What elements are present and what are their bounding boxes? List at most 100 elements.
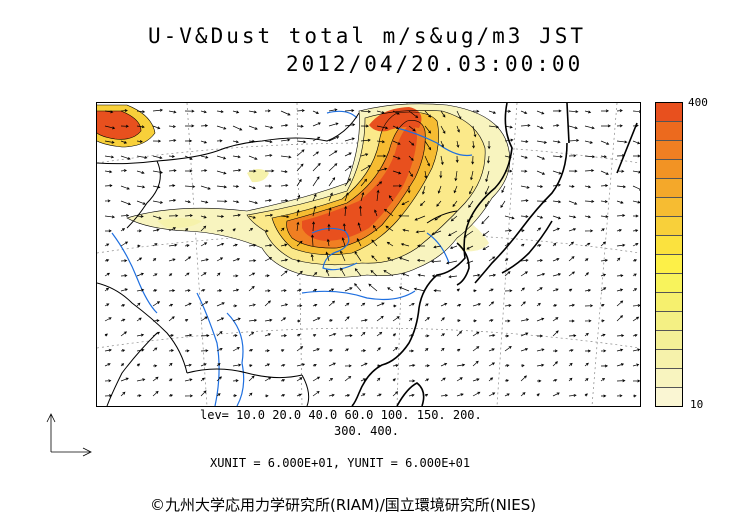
wind-arrow bbox=[600, 273, 607, 277]
wind-arrow bbox=[360, 302, 366, 307]
wind-arrow bbox=[200, 390, 207, 397]
wind-arrow bbox=[436, 200, 442, 207]
wind-arrow bbox=[504, 319, 511, 323]
dust-map-canvas bbox=[97, 103, 640, 406]
wind-arrow bbox=[312, 271, 318, 277]
wind-arrow bbox=[136, 317, 142, 322]
wind-arrow bbox=[616, 348, 624, 352]
wind-arrow bbox=[216, 376, 222, 382]
wind-arrow bbox=[504, 138, 514, 142]
wind-arrow bbox=[424, 364, 430, 368]
wind-arrow bbox=[296, 194, 301, 202]
wind-arrow bbox=[152, 319, 160, 323]
wind-arrow bbox=[424, 170, 428, 179]
wind-arrow bbox=[568, 334, 577, 338]
wind-arrow bbox=[104, 243, 110, 247]
wind-arrow bbox=[371, 239, 378, 247]
wind-arrow bbox=[312, 110, 320, 114]
wind-arrow bbox=[536, 227, 542, 232]
wind-arrow bbox=[408, 302, 415, 307]
wind-arrow bbox=[408, 140, 415, 146]
wind-arrow bbox=[280, 110, 291, 116]
wind-arrow bbox=[376, 167, 388, 172]
wind-arrow bbox=[120, 274, 128, 278]
wind-arrow bbox=[600, 304, 605, 307]
wind-arrow bbox=[469, 185, 474, 195]
wind-arrow bbox=[504, 334, 510, 338]
wind-arrow bbox=[120, 228, 126, 232]
wind-arrow bbox=[232, 125, 243, 131]
wind-arrow bbox=[104, 333, 108, 337]
wind-arrow bbox=[536, 125, 544, 130]
wind-arrow bbox=[264, 349, 270, 353]
wind-arrow bbox=[520, 375, 527, 382]
wind-arrow bbox=[360, 349, 367, 353]
wind-arrow bbox=[552, 200, 562, 204]
wind-arrow bbox=[312, 205, 317, 217]
wind-arrow bbox=[437, 185, 442, 194]
wind-arrow bbox=[312, 348, 320, 352]
wind-arrow bbox=[136, 288, 145, 292]
wind-arrow bbox=[600, 228, 605, 232]
wind-arrow bbox=[552, 288, 559, 292]
wind-arrow bbox=[232, 347, 240, 352]
wind-arrow bbox=[357, 222, 362, 232]
wind-arrow bbox=[416, 258, 426, 262]
wind-arrow bbox=[344, 287, 353, 292]
wind-arrow bbox=[552, 183, 562, 187]
wind-arrow bbox=[232, 200, 240, 204]
wind-arrow bbox=[552, 170, 562, 175]
wind-arrow bbox=[325, 269, 330, 277]
wind-arrow bbox=[104, 394, 113, 398]
wind-arrow bbox=[344, 375, 352, 382]
wind-arrow bbox=[482, 245, 490, 251]
wind-arrow bbox=[327, 223, 331, 232]
wind-arrow bbox=[632, 124, 639, 128]
wind-arrow bbox=[584, 199, 595, 203]
wind-arrow bbox=[520, 229, 525, 233]
wind-arrow bbox=[200, 140, 208, 144]
wind-arrow bbox=[296, 393, 302, 397]
wind-arrow bbox=[376, 181, 383, 187]
wind-arrow bbox=[568, 362, 573, 367]
wind-arrow bbox=[488, 348, 495, 352]
wind-arrow bbox=[584, 304, 594, 308]
wind-arrow bbox=[168, 154, 176, 158]
wind-arrow bbox=[584, 169, 595, 172]
wind-arrow bbox=[342, 223, 346, 232]
wind-arrow bbox=[632, 316, 640, 322]
wind-arrow bbox=[360, 124, 370, 128]
wind-arrow bbox=[248, 185, 256, 190]
wind-arrow bbox=[398, 286, 410, 292]
wind-arrow bbox=[456, 393, 464, 397]
wind-arrow bbox=[400, 242, 410, 247]
wind-arrow bbox=[344, 178, 351, 187]
wind-arrow bbox=[168, 316, 175, 322]
wind-arrow bbox=[280, 349, 285, 353]
wind-arrow bbox=[500, 200, 506, 209]
copyright-notice: ©九州大学応用力学研究所(RIAM)/国立環境研究所(NIES) bbox=[150, 496, 537, 514]
wind-arrow bbox=[280, 258, 289, 262]
wind-arrow bbox=[536, 170, 546, 175]
wind-arrow bbox=[413, 287, 426, 292]
wind-arrow bbox=[424, 303, 429, 307]
wind-arrow bbox=[376, 347, 381, 352]
wind-arrow bbox=[616, 228, 623, 232]
wind-arrow bbox=[481, 215, 490, 225]
wind-arrow bbox=[344, 165, 352, 172]
wind-arrow bbox=[456, 110, 462, 120]
wind-arrow bbox=[616, 379, 626, 383]
wind-arrow bbox=[264, 153, 273, 157]
wind-arrow bbox=[632, 303, 640, 307]
wind-arrow bbox=[264, 140, 273, 144]
wind-arrow bbox=[448, 230, 458, 236]
wind-arrow bbox=[616, 274, 624, 278]
wind-arrow bbox=[104, 272, 111, 277]
wind-arrow bbox=[216, 199, 228, 203]
wind-arrow bbox=[168, 227, 177, 232]
wind-arrow bbox=[328, 108, 338, 112]
wind-arrow bbox=[344, 348, 349, 352]
wind-arrow bbox=[472, 302, 482, 307]
wind-arrow bbox=[248, 364, 253, 368]
wind-arrow bbox=[504, 125, 513, 129]
